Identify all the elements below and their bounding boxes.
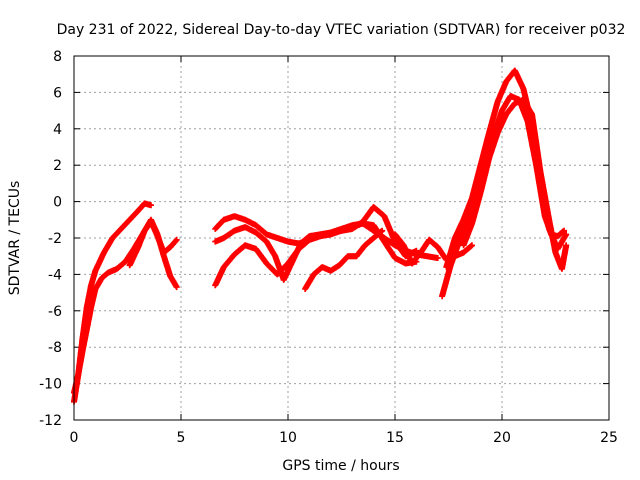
y-tick-label: -12 (39, 413, 62, 429)
y-tick-label: 4 (53, 122, 62, 138)
series-track-3 (126, 218, 180, 269)
data-point (469, 242, 475, 249)
y-tick-label: -4 (48, 267, 62, 283)
series-track-6 (212, 204, 420, 289)
x-tick-label: 5 (177, 430, 186, 446)
x-tick-label: 15 (386, 430, 404, 446)
data-points (71, 67, 570, 405)
data-point (561, 227, 568, 234)
y-tick-label: -2 (48, 231, 62, 247)
data-point (173, 284, 180, 291)
data-point (413, 247, 420, 254)
x-tick-label: 20 (493, 430, 511, 446)
y-tick-label: -10 (39, 377, 62, 393)
y-tick-label: -8 (48, 340, 62, 356)
chart-title: Day 231 of 2022, Sidereal Day-to-day VTE… (57, 22, 626, 38)
data-point (563, 242, 570, 249)
series-track-7 (302, 227, 386, 292)
series-track-11 (460, 96, 570, 272)
y-tick-label: 8 (53, 49, 62, 65)
x-axis-label: GPS time / hours (282, 458, 399, 474)
data-point (379, 227, 386, 234)
y-axis-label: SDTVAR / TECUs (7, 181, 23, 296)
data-point (148, 202, 154, 209)
data-point (563, 231, 570, 238)
data-point (434, 255, 441, 261)
data-point (173, 236, 180, 243)
x-tick-label: 25 (600, 430, 618, 446)
axis-ticks: 0 5 10 15 20 25 -12 -10 -8 -6 -4 -2 0 2 4 6 8 (39, 49, 618, 446)
y-tick-label: -6 (48, 304, 62, 320)
plot-frame (73, 55, 610, 421)
y-tick-label: 6 (53, 85, 62, 101)
x-tick-label: 0 (70, 430, 79, 446)
y-tick-label: 0 (53, 195, 62, 211)
y-tick-label: 2 (53, 158, 62, 174)
x-tick-label: 10 (279, 430, 297, 446)
